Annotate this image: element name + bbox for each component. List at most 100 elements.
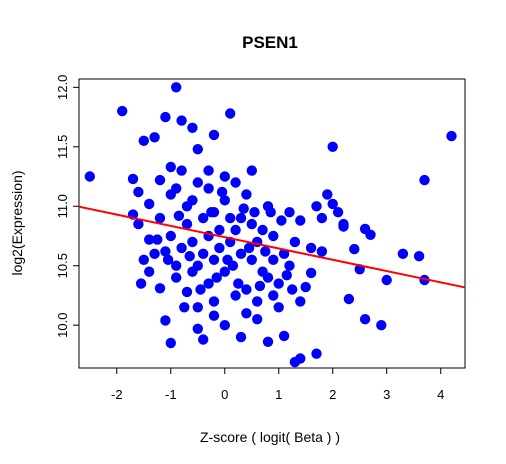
data-point bbox=[300, 281, 311, 293]
data-point bbox=[144, 198, 155, 210]
data-point bbox=[208, 310, 220, 321]
data-point bbox=[160, 246, 171, 257]
data-point bbox=[198, 212, 209, 224]
data-point bbox=[295, 296, 306, 307]
data-point bbox=[181, 218, 193, 230]
data-point bbox=[181, 286, 193, 298]
data-point bbox=[192, 260, 203, 271]
data-point bbox=[316, 246, 328, 257]
data-point bbox=[206, 207, 217, 218]
data-point bbox=[381, 274, 392, 286]
data-point bbox=[225, 212, 236, 224]
data-point bbox=[235, 212, 247, 224]
data-point bbox=[208, 254, 220, 265]
data-point bbox=[184, 251, 195, 262]
data-point bbox=[176, 115, 187, 126]
y-tick-label: 10.5 bbox=[55, 253, 70, 278]
data-point bbox=[173, 210, 185, 221]
data-point bbox=[160, 315, 171, 326]
data-point bbox=[214, 224, 225, 236]
x-tick-label: 0 bbox=[221, 387, 228, 402]
regression-line bbox=[78, 205, 466, 289]
data-point bbox=[198, 248, 209, 259]
data-point bbox=[149, 248, 160, 259]
data-point bbox=[322, 189, 333, 200]
data-point bbox=[138, 254, 149, 265]
data-point bbox=[195, 284, 206, 295]
x-tick-label: 3 bbox=[383, 387, 390, 402]
data-point bbox=[230, 224, 241, 236]
y-axis-label: log2(Expression) bbox=[9, 170, 25, 275]
data-point bbox=[219, 195, 230, 206]
data-point bbox=[192, 144, 203, 155]
data-point bbox=[230, 290, 241, 301]
data-point bbox=[238, 203, 249, 214]
x-axis: -2 -1 0 1 2 3 4 bbox=[111, 368, 444, 402]
data-point bbox=[281, 270, 292, 281]
data-point bbox=[241, 189, 252, 200]
chart-title: PSEN1 bbox=[242, 33, 298, 52]
data-point bbox=[208, 296, 220, 307]
data-point bbox=[305, 267, 317, 279]
data-point bbox=[257, 224, 268, 236]
y-tick-label: 12.0 bbox=[55, 75, 70, 100]
data-point bbox=[171, 82, 182, 93]
data-point bbox=[154, 283, 166, 294]
data-point bbox=[233, 278, 244, 289]
data-point bbox=[225, 108, 236, 119]
data-point bbox=[359, 223, 371, 235]
data-point bbox=[311, 348, 322, 359]
data-point bbox=[289, 356, 301, 368]
data-point bbox=[246, 218, 257, 230]
x-tick-label: 1 bbox=[275, 387, 282, 402]
data-point bbox=[252, 296, 263, 307]
data-point bbox=[144, 266, 155, 277]
data-point bbox=[214, 242, 225, 254]
data-point bbox=[171, 260, 182, 271]
data-point bbox=[208, 129, 220, 141]
data-point bbox=[149, 132, 160, 143]
data-point bbox=[273, 302, 284, 313]
data-point bbox=[397, 248, 409, 259]
data-point bbox=[260, 246, 271, 257]
data-point bbox=[246, 254, 257, 265]
data-point bbox=[235, 331, 247, 343]
data-point bbox=[278, 248, 290, 259]
data-point bbox=[138, 135, 149, 146]
data-point bbox=[327, 141, 338, 152]
data-point bbox=[316, 212, 328, 224]
data-point bbox=[413, 251, 425, 262]
data-point bbox=[154, 212, 166, 224]
data-point bbox=[154, 174, 166, 186]
data-point bbox=[278, 330, 290, 342]
data-point bbox=[171, 272, 182, 283]
data-point bbox=[268, 230, 279, 242]
data-point bbox=[332, 207, 344, 218]
data-point bbox=[152, 234, 163, 245]
x-tick-label: 2 bbox=[329, 387, 336, 402]
data-point bbox=[187, 236, 198, 248]
y-tick-label: 10.0 bbox=[55, 313, 70, 338]
data-point bbox=[187, 195, 198, 206]
regression-line-group bbox=[78, 205, 466, 289]
data-point bbox=[243, 242, 255, 254]
x-axis-label: Z-score ( logit( Beta ) ) bbox=[200, 429, 340, 445]
data-point bbox=[222, 254, 233, 265]
data-point bbox=[273, 278, 284, 289]
data-point bbox=[117, 105, 128, 117]
data-point bbox=[211, 272, 222, 283]
data-point bbox=[165, 230, 176, 242]
x-tick-label: 4 bbox=[437, 387, 444, 402]
data-point bbox=[246, 165, 257, 176]
data-point bbox=[127, 173, 139, 185]
plot-frame bbox=[78, 78, 466, 369]
data-point bbox=[268, 254, 279, 265]
data-point bbox=[216, 186, 228, 198]
data-point bbox=[203, 278, 214, 289]
data-point bbox=[254, 280, 266, 292]
data-point bbox=[235, 248, 247, 259]
data-point bbox=[349, 243, 360, 255]
data-point bbox=[359, 314, 371, 325]
data-point bbox=[305, 242, 317, 254]
